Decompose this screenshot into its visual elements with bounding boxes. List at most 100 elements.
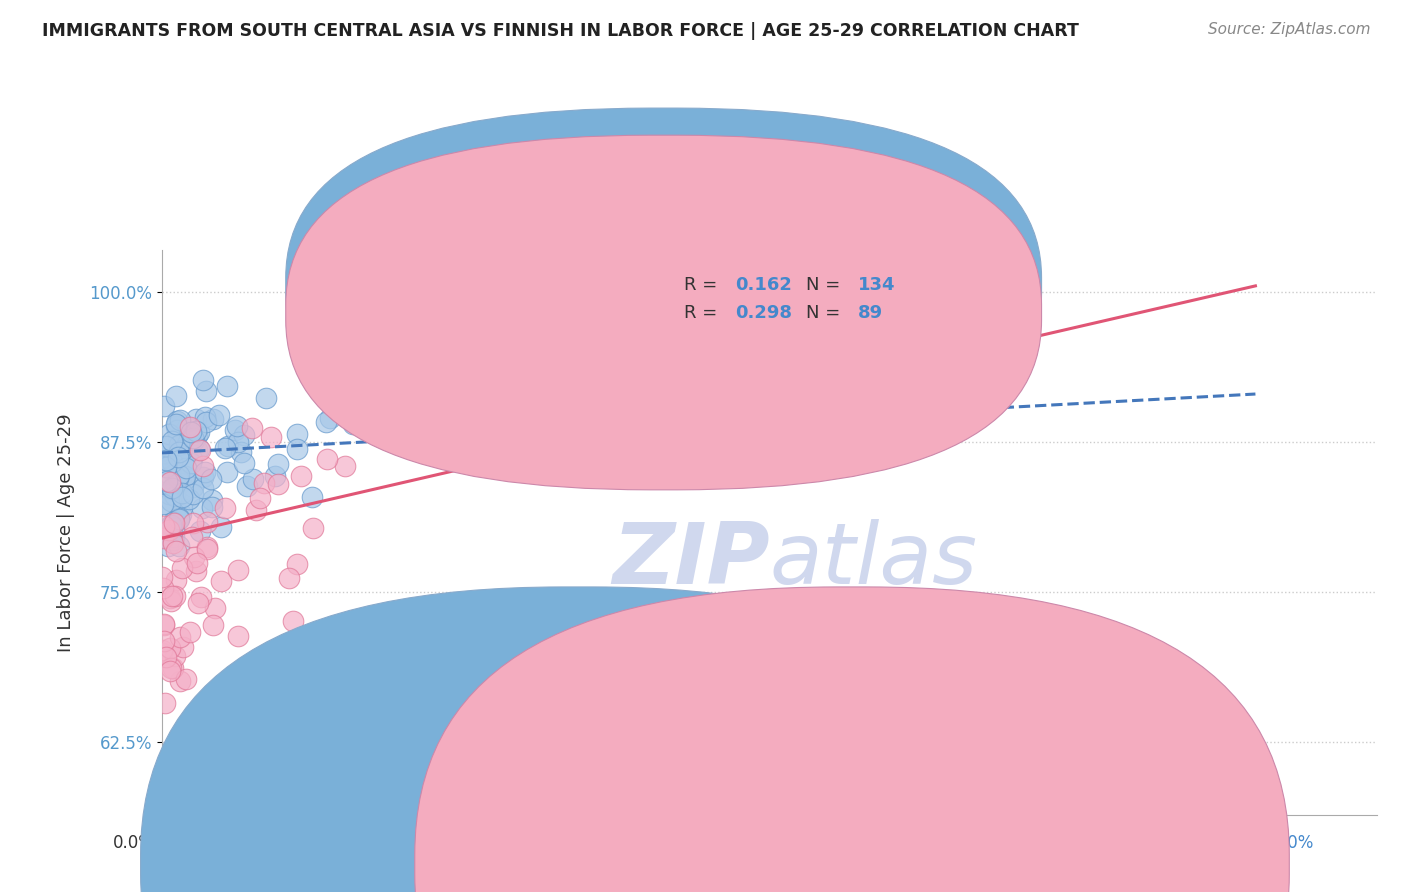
Point xyxy=(169,413,191,427)
Point xyxy=(170,507,193,521)
Point xyxy=(160,589,183,603)
Point xyxy=(215,379,238,393)
Point xyxy=(157,539,180,553)
Point xyxy=(201,618,224,632)
Point xyxy=(153,696,176,710)
Point xyxy=(229,445,252,459)
Text: atlas: atlas xyxy=(769,519,977,602)
Point xyxy=(170,500,193,515)
Point xyxy=(153,399,176,413)
Point xyxy=(174,468,197,483)
Point xyxy=(249,491,271,506)
Point xyxy=(179,624,201,639)
Y-axis label: In Labor Force | Age 25-29: In Labor Force | Age 25-29 xyxy=(58,413,75,651)
Point xyxy=(160,455,183,469)
Point xyxy=(233,456,256,470)
Point xyxy=(600,343,623,357)
Point xyxy=(162,661,184,675)
Point xyxy=(281,614,304,628)
Point xyxy=(208,408,231,422)
Point xyxy=(165,389,187,403)
Text: 134: 134 xyxy=(858,277,896,294)
Point xyxy=(188,443,211,458)
Point xyxy=(170,561,193,575)
Point xyxy=(155,459,177,474)
Point xyxy=(169,511,191,525)
Point xyxy=(315,415,337,429)
Point xyxy=(562,273,585,287)
Point xyxy=(165,648,187,663)
Point xyxy=(485,735,508,749)
Point xyxy=(195,516,218,530)
Point xyxy=(285,442,308,457)
Point xyxy=(162,515,184,529)
Point xyxy=(195,541,218,556)
Point xyxy=(186,556,208,570)
Point xyxy=(197,540,219,554)
Point xyxy=(720,273,742,287)
Point xyxy=(172,485,194,500)
Point xyxy=(156,524,179,538)
Point xyxy=(170,443,193,458)
Point xyxy=(163,521,186,535)
Point xyxy=(519,280,541,294)
Point xyxy=(157,487,180,501)
Point xyxy=(225,418,247,433)
Point xyxy=(188,524,211,538)
Point xyxy=(186,424,208,438)
Text: N =: N = xyxy=(806,277,839,294)
Point xyxy=(150,643,173,657)
Point xyxy=(155,452,177,467)
Point xyxy=(195,384,218,398)
Point xyxy=(159,462,181,476)
Point xyxy=(679,301,702,315)
Point xyxy=(191,373,214,387)
Point xyxy=(214,442,236,456)
Point xyxy=(159,594,181,608)
Point xyxy=(152,498,174,512)
Point xyxy=(484,351,506,366)
Point xyxy=(172,437,194,451)
Text: 0.0%: 0.0% xyxy=(112,834,155,852)
Point xyxy=(187,425,209,439)
Point xyxy=(662,290,685,304)
Text: N =: N = xyxy=(806,303,839,321)
Point xyxy=(166,423,188,437)
Point xyxy=(159,664,181,678)
Point xyxy=(287,426,309,441)
Point xyxy=(159,591,181,606)
Text: ZIP: ZIP xyxy=(612,519,769,602)
Point xyxy=(333,458,356,473)
Point xyxy=(278,571,301,585)
Point xyxy=(689,273,711,287)
Point xyxy=(437,425,460,440)
Point xyxy=(342,417,364,432)
Point xyxy=(253,476,276,491)
Point xyxy=(329,314,352,328)
Point xyxy=(159,661,181,675)
Point xyxy=(267,457,290,471)
Point xyxy=(335,391,357,405)
Point xyxy=(576,783,599,797)
Point xyxy=(181,516,204,531)
Point xyxy=(150,570,173,584)
Point xyxy=(184,412,207,426)
Text: Immigrants from South Central Asia: Immigrants from South Central Asia xyxy=(600,856,889,871)
Point xyxy=(285,557,308,571)
Point xyxy=(683,273,706,287)
Point xyxy=(163,489,186,503)
Text: R =: R = xyxy=(685,303,717,321)
Point xyxy=(174,672,197,686)
Point xyxy=(160,438,183,452)
Point xyxy=(155,456,177,470)
Point xyxy=(157,523,180,537)
Point xyxy=(181,452,204,467)
Text: 0.298: 0.298 xyxy=(735,303,793,321)
Point xyxy=(166,472,188,486)
FancyBboxPatch shape xyxy=(630,255,1012,337)
Point xyxy=(152,532,174,546)
Point xyxy=(605,273,627,287)
Point xyxy=(152,617,174,632)
Point xyxy=(214,501,236,516)
Point xyxy=(226,629,249,643)
